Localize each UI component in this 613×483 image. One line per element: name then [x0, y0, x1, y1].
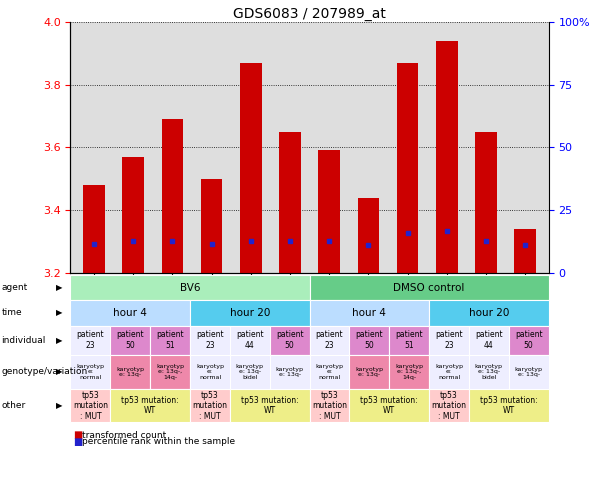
Bar	[123, 157, 144, 273]
Bar	[162, 119, 183, 273]
Text: other: other	[1, 401, 26, 410]
Text: hour 4: hour 4	[352, 308, 386, 318]
Text: tp53
mutation
: MUT: tp53 mutation : MUT	[73, 391, 108, 421]
Bar	[514, 229, 536, 273]
Bar	[201, 179, 223, 273]
Text: hour 20: hour 20	[469, 308, 509, 318]
Bar	[357, 198, 379, 273]
Text: time: time	[1, 309, 22, 317]
Text: ▶: ▶	[56, 309, 62, 317]
Text: karyotyp
e: 13q-: karyotyp e: 13q-	[116, 367, 144, 377]
Text: tp53 mutation:
WT: tp53 mutation: WT	[480, 396, 538, 415]
Text: ▶: ▶	[56, 336, 62, 344]
Text: karyotyp
e: 13q-
bidel: karyotyp e: 13q- bidel	[475, 364, 503, 380]
Text: karyotyp
e: 13q-: karyotyp e: 13q-	[515, 367, 543, 377]
Text: ■: ■	[74, 430, 83, 440]
Text: tp53 mutation:
WT: tp53 mutation: WT	[241, 396, 299, 415]
Text: karyotyp
e:
normal: karyotyp e: normal	[196, 364, 224, 380]
Text: hour 4: hour 4	[113, 308, 147, 318]
Text: transformed count: transformed count	[82, 431, 166, 440]
Text: karyotyp
e:
normal: karyotyp e: normal	[435, 364, 463, 380]
Bar	[240, 63, 262, 273]
Bar	[279, 132, 301, 273]
Bar	[475, 132, 497, 273]
Text: ▶: ▶	[56, 284, 62, 292]
Text: karyotyp
e: 13q-,
14q-: karyotyp e: 13q-, 14q-	[156, 364, 184, 380]
Text: patient
44: patient 44	[475, 330, 503, 350]
Text: DMSO control: DMSO control	[394, 283, 465, 293]
Text: karyotyp
e: 13q-
bidel: karyotyp e: 13q- bidel	[236, 364, 264, 380]
Text: tp53 mutation:
WT: tp53 mutation: WT	[360, 396, 418, 415]
Text: genotype/variation: genotype/variation	[1, 368, 88, 376]
Text: patient
50: patient 50	[276, 330, 303, 350]
Text: patient
50: patient 50	[515, 330, 543, 350]
Text: ▶: ▶	[56, 368, 62, 376]
Bar	[436, 41, 457, 273]
Text: ▶: ▶	[56, 401, 62, 410]
Text: hour 20: hour 20	[230, 308, 270, 318]
Text: patient
23: patient 23	[77, 330, 104, 350]
Text: patient
44: patient 44	[236, 330, 264, 350]
Bar	[83, 185, 105, 273]
Text: BV6: BV6	[180, 283, 200, 293]
Text: karyotyp
e: 13q-,
14q-: karyotyp e: 13q-, 14q-	[395, 364, 423, 380]
Text: karyotyp
e:
normal: karyotyp e: normal	[316, 364, 343, 380]
Text: agent: agent	[1, 284, 28, 292]
Title: GDS6083 / 207989_at: GDS6083 / 207989_at	[233, 7, 386, 21]
Text: karyotyp
e:
normal: karyotyp e: normal	[77, 364, 104, 380]
Text: tp53
mutation
: MUT: tp53 mutation : MUT	[192, 391, 227, 421]
Text: tp53
mutation
: MUT: tp53 mutation : MUT	[432, 391, 466, 421]
Text: tp53
mutation
: MUT: tp53 mutation : MUT	[312, 391, 347, 421]
Text: karyotyp
e: 13q-: karyotyp e: 13q-	[356, 367, 383, 377]
Text: patient
23: patient 23	[196, 330, 224, 350]
Text: karyotyp
e: 13q-: karyotyp e: 13q-	[276, 367, 303, 377]
Text: percentile rank within the sample: percentile rank within the sample	[82, 438, 235, 446]
Text: individual: individual	[1, 336, 45, 344]
Text: tp53 mutation:
WT: tp53 mutation: WT	[121, 396, 179, 415]
Text: patient
23: patient 23	[316, 330, 343, 350]
Text: patient
23: patient 23	[435, 330, 463, 350]
Bar	[397, 63, 418, 273]
Bar	[318, 151, 340, 273]
Text: patient
50: patient 50	[356, 330, 383, 350]
Text: patient
51: patient 51	[156, 330, 184, 350]
Text: patient
50: patient 50	[116, 330, 144, 350]
Text: patient
51: patient 51	[395, 330, 423, 350]
Text: ■: ■	[74, 437, 83, 447]
